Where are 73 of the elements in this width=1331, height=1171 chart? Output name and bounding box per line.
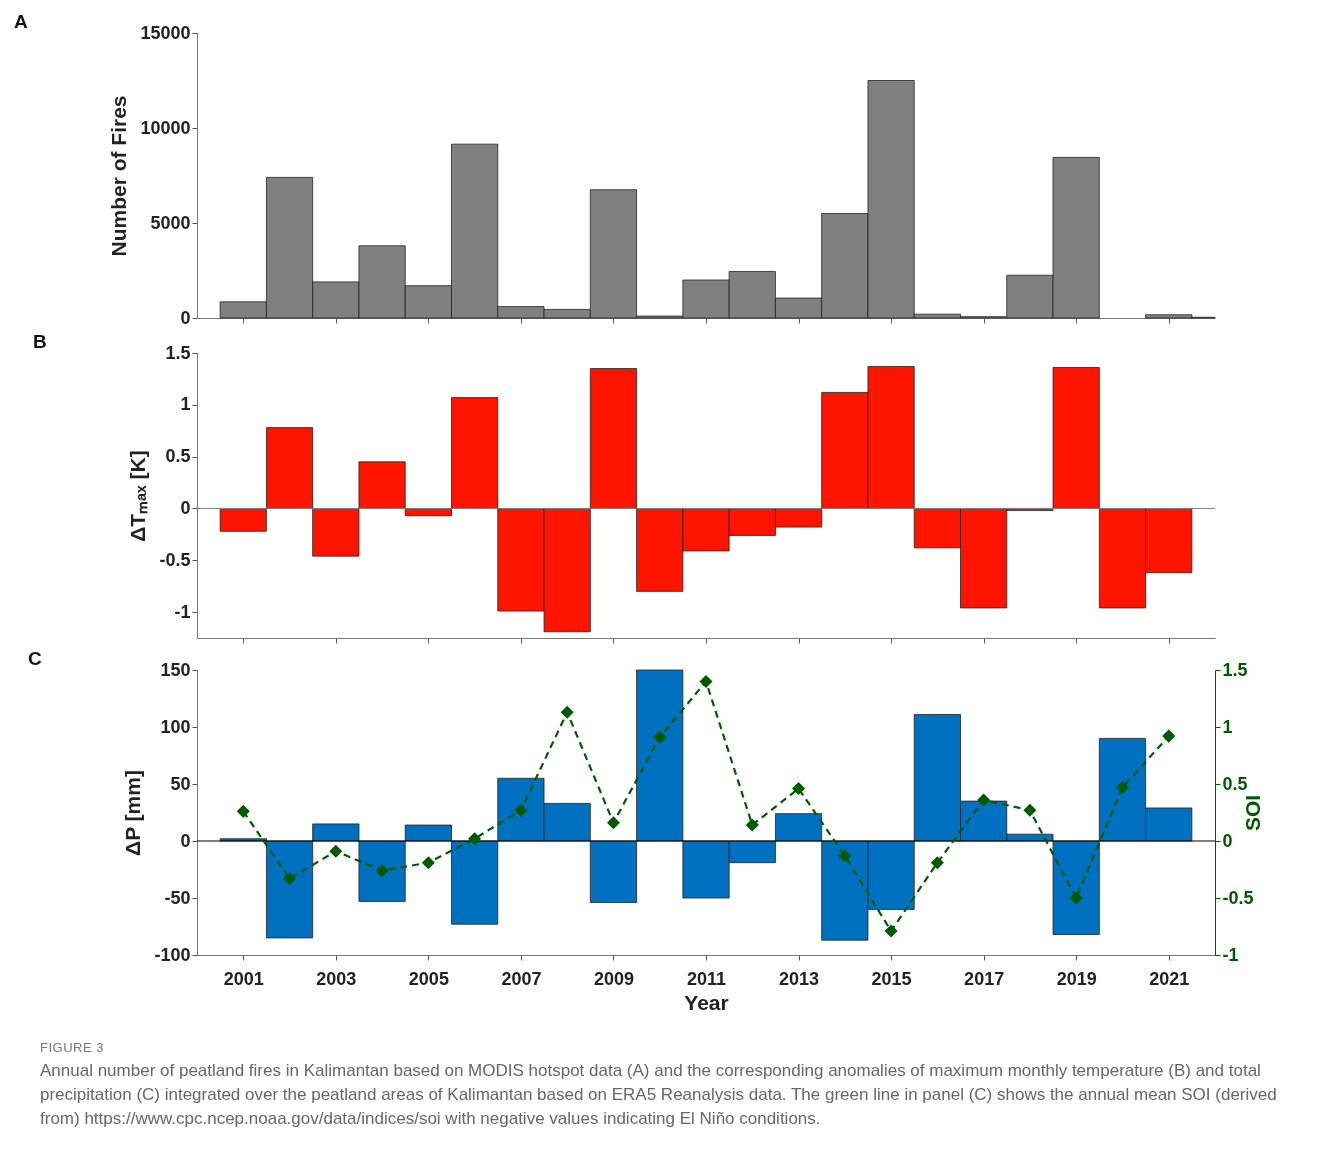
point [792,782,806,796]
point [977,793,991,807]
point [283,872,297,886]
x-tick-label: 2007 [501,968,542,989]
y2-axis-title: SOI [1240,794,1264,832]
x-tick-label: 2013 [779,968,820,989]
bar [775,813,823,842]
x-tick-label: 2021 [1149,968,1190,989]
point [514,803,528,817]
y2-tick-label: -0.5 [1222,887,1254,908]
point [1023,803,1037,817]
point [884,924,898,938]
bar [312,823,360,842]
y-tick-label: 0 [180,830,191,851]
text: Annual number of peatland fires in Kalimantan based on MODIS hotspot data (A) and the corresponding anomalies of maximum monthly temperature (B) and total precipitation (C) integrated over the peatland areas of Kalimantan based on ERA5 Reanalysis data. The green line in panel (C) shows the annual mean SOI (derived from) https://www.cpc.ncep.noaa.gov/data/indices/soi with negative values indicating El Niño conditions. [40,1060,1278,1130]
y-tick-label: 0.5 [165,446,191,467]
y-tick-label: 50 [170,773,191,794]
y-tick-label: 15000 [140,22,191,43]
y-tick-label: -100 [154,944,191,965]
point [930,856,944,870]
y-tick-label: -0.5 [159,549,191,570]
point [838,849,852,863]
x-tick-label: 2019 [1056,968,1097,989]
text: B [32,331,47,352]
text: C [27,648,42,669]
caption: FIGURE 3 [40,1040,105,1055]
x-tick-label: 2001 [223,968,264,989]
y-tick-label: 10000 [140,117,191,138]
y-tick-label: -1 [174,601,191,622]
bar [404,824,452,842]
y-tick-label: 150 [160,659,191,680]
y-tick-label: 100 [160,716,191,737]
point [653,730,667,744]
point [699,674,713,688]
x-tick-label: 2009 [593,968,634,989]
y2-tick-label: 1 [1222,716,1233,737]
point [745,818,759,832]
y-tick-label: 0 [180,497,191,518]
bar [636,669,684,842]
bar [451,840,499,925]
point [375,864,389,878]
bar [1052,840,1100,935]
y-axis-title: ΔP [mm] [121,770,145,856]
y2-tick-label: 0 [1222,830,1233,851]
bar [358,840,406,902]
y-tick-label: 0 [180,307,191,328]
x-tick-label: 2011 [686,968,727,989]
y2-tick-label: 1.5 [1222,659,1248,680]
y2-tick-label: -1 [1222,944,1239,965]
x-tick-label: 2005 [408,968,449,989]
bar [589,840,637,903]
point [1115,780,1129,794]
bar [266,840,314,939]
point [468,832,482,846]
x-tick-label: 2017 [964,968,1005,989]
point [329,844,343,858]
point [1069,891,1083,905]
text: A [13,11,28,32]
x-tick-label: 2003 [316,968,357,989]
x-tick-label: 2015 [871,968,912,989]
x-axis-title: Year [684,990,729,1014]
y2-tick-label: 0.5 [1222,773,1248,794]
y-tick-label: 1 [180,394,191,415]
y-axis-title: ΔTₘₐₓ [K] [126,450,150,542]
point [606,816,620,830]
y-tick-label: -50 [164,887,191,908]
point [560,705,574,719]
point [1162,729,1176,743]
y-axis-title: Number of Fires [107,95,131,257]
point [421,856,435,870]
point [236,804,250,818]
y-tick-label: 1.5 [165,342,191,363]
y-tick-label: 5000 [150,212,191,233]
